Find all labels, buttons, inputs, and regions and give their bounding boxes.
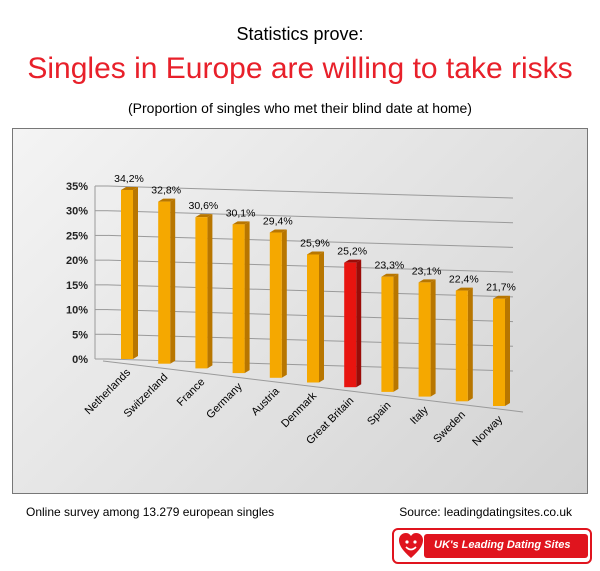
survey-note: Online survey among 13.279 european sing…: [26, 505, 275, 519]
bar-side: [505, 295, 510, 406]
x-tick-label: Norway: [470, 413, 505, 448]
data-label: 25,9%: [300, 237, 330, 249]
heart-icon: [399, 533, 423, 558]
bar-top: [195, 214, 213, 218]
y-tick-label: 5%: [72, 329, 88, 341]
bar-side: [393, 273, 399, 392]
bar-top: [381, 273, 399, 277]
y-tick-label: 20%: [66, 255, 88, 267]
gridline: [107, 210, 514, 224]
x-tick-label: Denmark: [279, 390, 319, 430]
x-tick-label: France: [175, 376, 208, 409]
bar-top: [344, 259, 362, 263]
gridline: [107, 185, 514, 199]
badge-band: [424, 534, 588, 558]
bar: [269, 232, 282, 378]
bar-side: [430, 279, 436, 397]
bar: [307, 254, 319, 383]
data-label: 30,6%: [189, 200, 219, 212]
data-label: 21,7%: [486, 282, 516, 294]
bar-side: [207, 214, 213, 369]
bar: [344, 262, 357, 388]
chart-panel: 0% 5% 10% 15% 20% 25% 30% 35% 34,2% Netherlands 32…: [12, 128, 588, 494]
data-label: 29,4%: [263, 215, 293, 227]
y-tick-label: 10%: [66, 305, 88, 317]
data-label: 25,2%: [337, 246, 367, 258]
bar-top: [307, 251, 324, 255]
source-credit: Source: leadingdatingsites.co.uk: [399, 505, 572, 519]
y-tick-label: 25%: [66, 230, 88, 242]
data-label: 32,8%: [151, 185, 181, 197]
x-tick-label: Spain: [365, 400, 393, 428]
y-tick-label: 0%: [72, 354, 88, 366]
x-tick-label: Sweden: [431, 409, 468, 446]
chart-kicker: Statistics prove:: [236, 24, 364, 44]
x-tick-label: Austria: [249, 385, 282, 418]
bar: [195, 217, 208, 369]
chart-subtitle: (Proportion of singles who met their bli…: [128, 100, 472, 116]
data-label: 30,1%: [226, 207, 256, 219]
bar: [455, 290, 468, 402]
data-label: 22,4%: [449, 274, 479, 286]
bar-top: [455, 287, 473, 291]
chart-headline: Singles in Europe are willing to take ri…: [27, 52, 573, 85]
data-label: 23,1%: [412, 265, 442, 277]
data-label: 23,3%: [375, 260, 405, 272]
bar: [232, 224, 245, 374]
bar-top: [269, 229, 287, 233]
bar: [121, 189, 133, 359]
y-tick-label: 15%: [66, 280, 88, 292]
bar-top: [493, 295, 510, 299]
gridline: [107, 234, 514, 248]
x-tick-label: Germany: [204, 380, 245, 421]
bar-side: [319, 251, 324, 383]
bar: [158, 201, 171, 364]
bar-chart: 0%5%10%15%20%25%30%35%34,2%Netherlands32…: [66, 173, 524, 448]
bar-side: [170, 198, 176, 364]
y-tick-label: 30%: [66, 206, 88, 218]
data-label: 34,2%: [114, 173, 144, 185]
bar-side: [281, 229, 287, 378]
bar: [418, 282, 431, 397]
brand-badge[interactable]: UK's Leading Dating Sites: [392, 528, 592, 564]
floor-edge: [102, 360, 524, 413]
bar-side: [356, 259, 362, 388]
bar-top: [121, 186, 138, 190]
bar-top: [158, 198, 176, 202]
badge-text: UK's Leading Dating Sites: [434, 539, 571, 551]
bar-top: [232, 221, 250, 225]
bar-top: [418, 279, 436, 283]
bar-side: [133, 186, 138, 359]
bar: [381, 276, 394, 392]
bar-side: [244, 221, 250, 374]
x-tick-label: Italy: [408, 404, 431, 427]
y-tick-label: 35%: [66, 181, 88, 193]
bar: [493, 298, 505, 406]
bar-side: [467, 287, 473, 402]
